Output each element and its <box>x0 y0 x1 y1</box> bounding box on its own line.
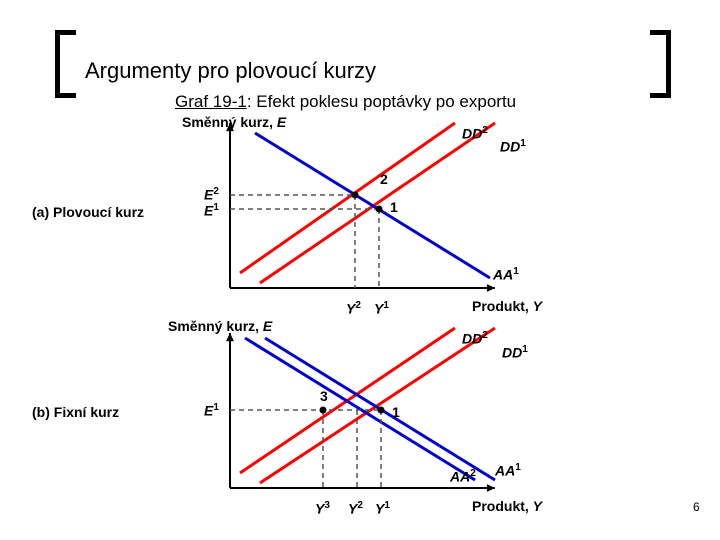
chart-b-Y2-label: Y2 <box>348 500 363 517</box>
subtitle: Graf 19-1: Efekt poklesu poptávky po exp… <box>175 92 516 112</box>
bracket-left <box>55 30 76 98</box>
chart-b-E1-label: E1 <box>204 402 219 419</box>
chart-b-AA2-label: AA2 <box>450 468 476 485</box>
chart-a-point-1-label: 1 <box>390 199 398 215</box>
subtitle-rest: : Efekt poklesu poptávky po exportu <box>247 92 516 111</box>
chart-b-AA1-label: AA1 <box>495 462 521 479</box>
bracket-right <box>650 30 671 98</box>
chart-b-point-3-label: 3 <box>320 388 328 404</box>
page-number: 6 <box>693 500 700 514</box>
chart-b-Y3-label: Y3 <box>315 500 330 517</box>
chart-a-x-axis-label: Produkt, Y <box>472 298 542 314</box>
chart-a-Y2-label: Y2 <box>346 300 361 317</box>
panel-a-caption: (a) Plovoucí kurz <box>32 204 144 220</box>
chart-b <box>195 328 545 508</box>
chart-a-Y1-label: Y1 <box>374 300 389 317</box>
chart-b-x-axis-label: Produkt, Y <box>472 498 542 514</box>
chart-b-y-axis-label: Směnný kurz, E <box>168 318 272 334</box>
page-title: Argumenty pro plovoucí kurzy <box>85 58 376 84</box>
chart-a-AA1-label: AA1 <box>493 266 519 283</box>
chart-b-DD1-label: DD1 <box>502 344 528 361</box>
chart-a-DD1-label: DD1 <box>500 138 526 155</box>
chart-a-point-2-label: 2 <box>380 171 388 187</box>
chart-b-point-1-label: 1 <box>392 404 400 420</box>
subtitle-prefix: Graf 19-1 <box>175 92 247 111</box>
chart-a-E1-label: E1 <box>204 202 219 219</box>
chart-a-E2-label: E2 <box>204 186 219 203</box>
chart-a-y-axis-label: Směnný kurz, E <box>182 114 286 130</box>
chart-b-Y1-label: Y1 <box>375 500 390 517</box>
chart-a-DD2-label: DD2 <box>462 125 488 142</box>
panel-b-caption: (b) Fixní kurz <box>32 404 119 420</box>
page-title-text: Argumenty pro plovoucí kurzy <box>85 58 376 83</box>
chart-b-DD2-label: DD2 <box>462 330 488 347</box>
